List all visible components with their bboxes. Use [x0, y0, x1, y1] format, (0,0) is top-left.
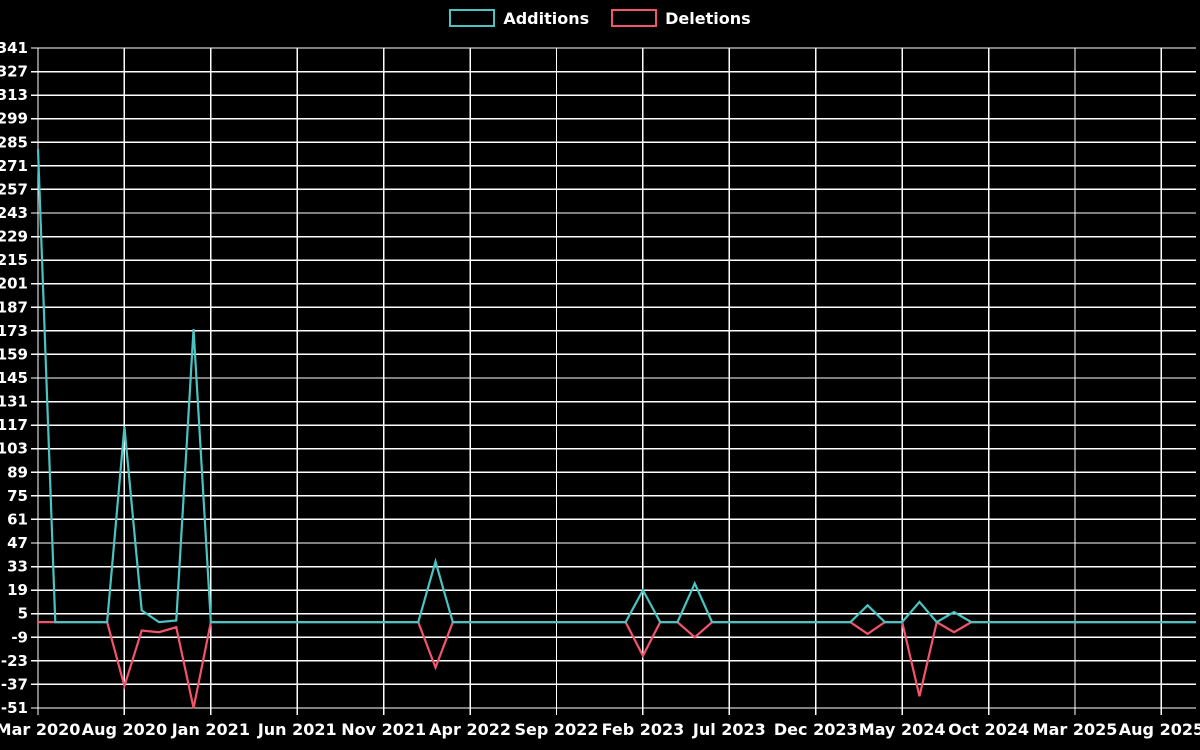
y-tick-label: 33 [7, 558, 28, 576]
legend-entry-additions[interactable]: Additions [449, 9, 589, 28]
y-tick-label: 145 [0, 369, 28, 387]
x-tick-label: Feb 2023 [602, 720, 685, 739]
x-tick-label: Mar 2025 [1033, 720, 1118, 739]
y-tick-label: 47 [7, 534, 28, 552]
x-tick-label: Aug 2020 [82, 720, 167, 739]
y-tick-label: 61 [7, 510, 28, 528]
legend-swatch-additions [449, 9, 496, 27]
x-tick-label: Jan 2021 [171, 720, 250, 739]
x-tick-label: Jun 2021 [257, 720, 337, 739]
x-tick-label: Oct 2024 [948, 720, 1029, 739]
y-tick-label: -23 [1, 652, 28, 670]
x-tick-label: Apr 2022 [429, 720, 511, 739]
y-tick-label: 159 [0, 345, 28, 363]
y-tick-label: 19 [7, 581, 28, 599]
y-tick-label: 257 [0, 180, 28, 198]
y-tick-label: -37 [1, 675, 28, 693]
x-tick-label: Jul 2023 [692, 720, 766, 739]
y-tick-label: 215 [0, 251, 28, 269]
y-tick-label: 201 [0, 275, 28, 293]
x-tick-label: May 2024 [859, 720, 946, 739]
legend-label-additions: Additions [503, 8, 590, 28]
y-tick-label: 75 [7, 487, 28, 505]
y-tick-label: 285 [0, 133, 28, 151]
x-tick-labels: Mar 2020 Aug 2020 Jan 2021 Jun 2021 Nov 2021… [0, 720, 1200, 739]
y-tick-label: 243 [0, 204, 28, 222]
y-tick-label: 299 [0, 110, 28, 128]
y-tick-label: 271 [0, 157, 28, 175]
series-line-additions [36, 148, 1196, 624]
y-tick-label: 5 [18, 605, 28, 623]
legend-swatch-deletions [611, 9, 658, 27]
x-tick-label: Dec 2023 [774, 720, 858, 739]
x-tick-label: Aug 2025 [1119, 720, 1200, 739]
y-tick-label: 341 [0, 39, 28, 57]
y-tick-labels: 341 327 313 299 285 271 257 243 229 215 201 187 173 1… [0, 39, 28, 717]
y-tick-label: -9 [11, 628, 28, 646]
x-tick-label: Sep 2022 [515, 720, 599, 739]
y-tick-label: 89 [7, 463, 28, 481]
legend-entry-deletions[interactable]: Deletions [611, 9, 751, 28]
y-tick-label: 229 [0, 228, 28, 246]
y-tick-label: -51 [1, 699, 28, 717]
series-line-deletions [38, 620, 1196, 709]
chart-legend: Additions Deletions [0, 0, 1200, 36]
series-layer [36, 148, 1196, 709]
y-tick-label: 173 [0, 322, 28, 340]
y-tick-label: 117 [0, 416, 28, 434]
y-tick-label: 187 [0, 298, 28, 316]
legend-label-deletions: Deletions [665, 8, 751, 28]
y-tick-label: 313 [0, 86, 28, 104]
y-gridlines [31, 47, 1196, 709]
y-tick-label: 327 [0, 63, 28, 81]
x-gridlines [37, 48, 1163, 715]
x-tick-label: Mar 2020 [0, 720, 80, 739]
y-tick-label: 131 [0, 393, 28, 411]
y-tick-label: 103 [0, 440, 28, 458]
x-tick-label: Nov 2021 [341, 720, 426, 739]
